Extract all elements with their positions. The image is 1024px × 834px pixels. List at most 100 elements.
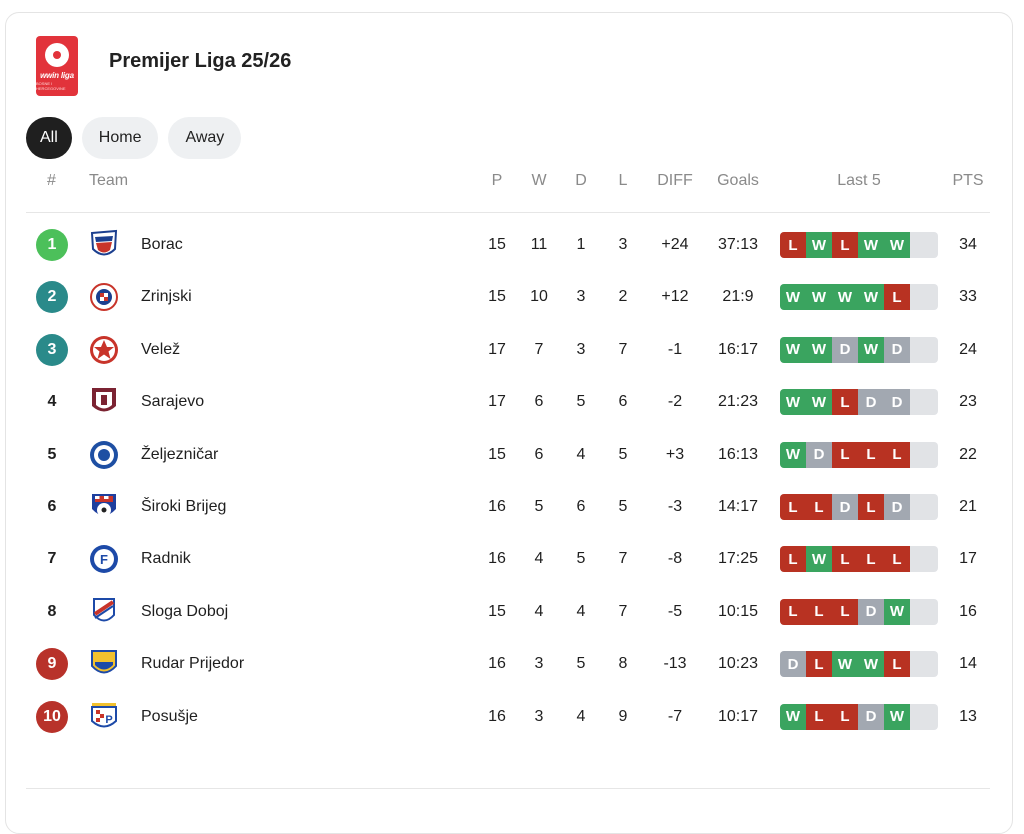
form-result-win[interactable]: W <box>832 284 858 311</box>
table-row[interactable]: 3 Velež 17 7 3 7 -1 16:17 24 W W D W D <box>0 324 1024 376</box>
siroki-brijeg-crest-icon[interactable] <box>89 491 119 523</box>
form-result-loss[interactable]: L <box>884 441 910 468</box>
form-result-loss[interactable]: L <box>806 598 832 625</box>
form-result-loss[interactable]: L <box>832 703 858 730</box>
form-result-win[interactable]: W <box>806 389 832 416</box>
col-drawn[interactable]: D <box>575 172 587 189</box>
form-result-win[interactable]: W <box>806 546 832 573</box>
team-name[interactable]: Sloga Doboj <box>141 602 229 620</box>
form-result-loss[interactable]: L <box>780 546 806 573</box>
form-result-draw[interactable]: D <box>858 703 884 730</box>
col-diff[interactable]: DIFF <box>657 172 693 189</box>
zrinjski-crest-icon[interactable] <box>89 281 119 313</box>
form-result-win[interactable]: W <box>858 232 884 258</box>
form-result-win[interactable]: W <box>884 232 910 258</box>
form-result-win[interactable]: W <box>806 232 832 258</box>
form-result-loss[interactable]: L <box>806 703 832 730</box>
col-goals[interactable]: Goals <box>717 172 759 189</box>
form-result-loss[interactable]: L <box>858 441 884 468</box>
team-name[interactable]: Borac <box>141 236 183 253</box>
form-result-win[interactable]: W <box>806 336 832 363</box>
form-result-loss[interactable]: L <box>832 389 858 416</box>
form-result-loss[interactable]: L <box>780 232 806 258</box>
diff-value: -3 <box>667 498 683 515</box>
form-result-loss[interactable]: L <box>884 651 910 678</box>
zeljeznicar-crest-icon[interactable] <box>89 439 119 471</box>
form-result-loss[interactable]: L <box>858 546 884 573</box>
form-result-draw[interactable]: D <box>884 494 910 520</box>
form-result-loss[interactable]: L <box>806 494 832 520</box>
form-result-draw[interactable]: D <box>884 389 910 416</box>
team-name[interactable]: Široki Brijeg <box>141 498 227 515</box>
form-result-win[interactable]: W <box>884 598 910 625</box>
table-row[interactable]: 9 Rudar Prijedor 16 3 5 8 -13 10:23 14 D L W W L <box>0 638 1024 690</box>
form-result-win[interactable]: W <box>780 336 806 363</box>
sloga-doboj-crest-icon[interactable] <box>89 596 119 628</box>
table-row[interactable]: 4 Sarajevo 17 6 5 6 -2 21:23 23 W W L D D <box>0 376 1024 428</box>
posusje-crest-icon[interactable]: P <box>89 701 119 733</box>
form-result-loss[interactable]: L <box>884 546 910 573</box>
form-result-loss[interactable]: L <box>884 284 910 311</box>
form-result-win[interactable]: W <box>780 389 806 416</box>
col-played[interactable]: P <box>491 172 503 189</box>
form-result-win[interactable]: W <box>806 284 832 311</box>
form-result-win[interactable]: W <box>780 441 806 468</box>
rank-badge: 10 <box>36 700 68 733</box>
table-row[interactable]: 1 Borac 15 11 1 3 +24 37:13 34 L W L W W <box>0 219 1024 271</box>
team-name[interactable]: Rudar Prijedor <box>141 655 245 673</box>
table-row[interactable]: 5 Željezničar 15 6 4 5 +3 16:13 22 W D L L L <box>0 429 1024 481</box>
team-name[interactable]: Zrinjski <box>141 288 192 306</box>
form-result-loss[interactable]: L <box>780 598 806 625</box>
form-result-win[interactable]: W <box>858 336 884 363</box>
team-name[interactable]: Sarajevo <box>141 393 205 411</box>
form-result-loss[interactable]: L <box>832 598 858 625</box>
velez-crest-icon[interactable] <box>89 334 119 366</box>
form-result-win[interactable]: W <box>780 284 806 311</box>
league-logo-subtext: BOSNE I HERCEGOVINE <box>36 81 66 91</box>
team-name[interactable]: Radnik <box>141 550 191 568</box>
form-result-draw[interactable]: D <box>832 494 858 520</box>
filter-away[interactable]: Away <box>168 117 242 159</box>
form-result-draw[interactable]: D <box>884 336 910 363</box>
col-pts[interactable]: PTS <box>952 172 984 189</box>
sarajevo-crest-icon[interactable] <box>89 386 119 418</box>
team-name[interactable]: Posušje <box>141 707 198 725</box>
filter-home[interactable]: Home <box>81 117 159 159</box>
table-row[interactable]: 2 Zrinjski 15 10 3 2 +12 21:9 33 W W W W L <box>0 271 1024 323</box>
form-result-loss[interactable]: L <box>806 651 832 678</box>
col-won[interactable]: W <box>531 172 547 189</box>
team-name[interactable]: Velež <box>141 340 181 358</box>
form-result-loss[interactable]: L <box>832 546 858 573</box>
form-result-loss[interactable]: L <box>858 494 884 520</box>
form-result-win[interactable]: W <box>832 651 858 678</box>
form-result-draw[interactable]: D <box>858 389 884 416</box>
form-result-draw[interactable]: D <box>780 651 806 678</box>
radnik-crest-icon[interactable]: F <box>89 543 119 575</box>
form-result-win[interactable]: W <box>884 703 910 730</box>
table-row[interactable]: 10 P Posušje 16 3 4 9 -7 10:17 13 W L L D W <box>0 691 1024 743</box>
col-lost[interactable]: L <box>618 172 628 189</box>
form-result-draw[interactable]: D <box>832 336 858 363</box>
filter-all[interactable]: All <box>26 117 72 159</box>
table-row[interactable]: 8 Sloga Doboj 15 4 4 7 -5 10:15 16 L L L D W <box>0 586 1024 638</box>
drawn-value: 5 <box>576 393 586 411</box>
form-result-draw[interactable]: D <box>858 598 884 625</box>
col-team: Team <box>89 172 129 189</box>
borac-crest-icon[interactable] <box>89 229 119 261</box>
form-result-loss[interactable]: L <box>832 441 858 468</box>
team-name[interactable]: Željezničar <box>141 445 219 463</box>
form-result-loss[interactable]: L <box>832 232 858 258</box>
form-result-win[interactable]: W <box>858 651 884 678</box>
form-result-loss[interactable]: L <box>780 494 806 520</box>
league-title[interactable]: Premijer Liga 25/26 <box>109 50 292 72</box>
form-result-win[interactable]: W <box>858 284 884 311</box>
table-row[interactable]: 6 Široki Brijeg 16 5 6 5 -3 14:17 21 L L D L D <box>0 481 1024 533</box>
form-result-win[interactable]: W <box>780 703 806 730</box>
league-logo[interactable]: wwin liga BOSNE I HERCEGOVINE <box>36 36 78 96</box>
diff-value: -8 <box>667 550 683 568</box>
form-result-draw[interactable]: D <box>806 441 832 468</box>
rudar-prijedor-crest-icon[interactable] <box>89 648 119 680</box>
table-row[interactable]: 7 F Radnik 16 4 5 7 -8 17:25 17 L W L L L <box>0 533 1024 585</box>
